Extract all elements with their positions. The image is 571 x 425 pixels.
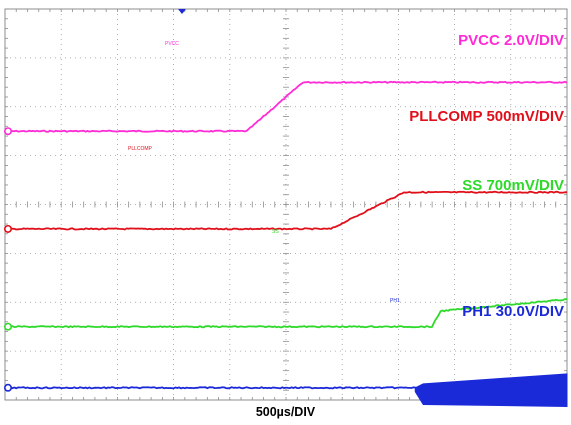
ground-marker-ph1 [4, 383, 13, 392]
trace-ph1-switching-burst [414, 373, 568, 407]
ground-marker-pllcomp [4, 224, 13, 233]
trace-ss [4, 298, 568, 329]
channel-label-pvcc: PVCC 2.0V/DIV [458, 32, 564, 49]
channel-labels: PVCC 2.0V/DIV PVCC PLLCOMP 500mV/DIV PLLCOM… [128, 32, 564, 320]
trace-pllcomp [4, 190, 568, 231]
trace-tag-pvcc: PVCC [165, 41, 179, 47]
channel-label-ph1: PH1 30.0V/DIV [462, 303, 564, 320]
trigger-marker [178, 9, 186, 14]
ground-marker-ss [4, 322, 13, 331]
channel-label-pllcomp: PLLCOMP 500mV/DIV [409, 108, 564, 125]
trace-pvcc [4, 80, 568, 133]
timebase-label: 500µs/DIV [255, 405, 316, 419]
trace-tag-pllcomp: PLLCOMP [128, 146, 153, 152]
ground-marker-pvcc [4, 127, 13, 136]
trace-tag-ss: SS [272, 229, 279, 235]
ground-markers [4, 127, 13, 392]
trace-tag-ph1: PH1 [390, 298, 400, 304]
channel-label-ss: SS 700mV/DIV [462, 177, 564, 194]
traces [4, 80, 568, 407]
